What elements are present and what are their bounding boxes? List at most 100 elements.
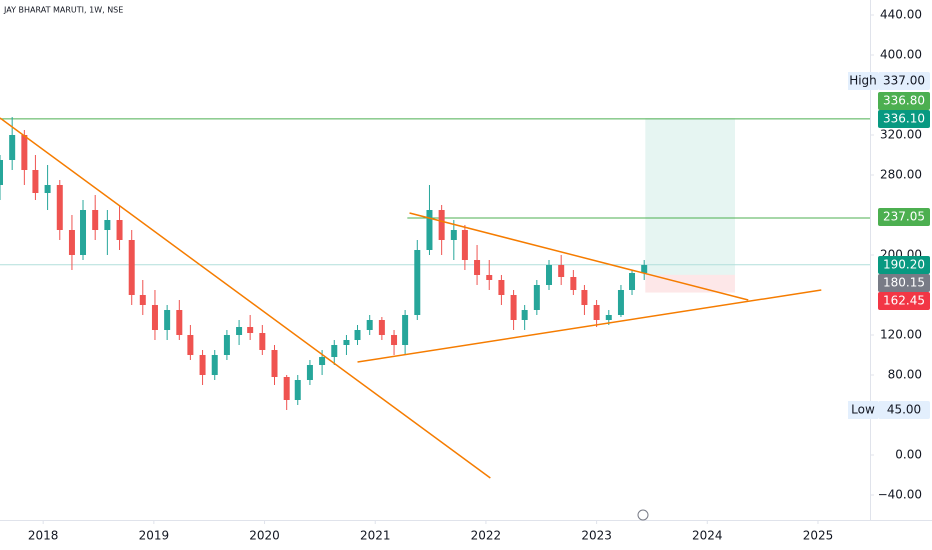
x-tick-label: 2021	[360, 529, 391, 543]
profit-zone	[645, 118, 735, 275]
badge-caption: Low	[851, 403, 875, 417]
candle-body	[474, 260, 481, 275]
candle-body	[187, 335, 194, 355]
candle-body	[498, 280, 505, 295]
candle-body	[378, 320, 385, 335]
candle-body	[0, 160, 3, 185]
candle-body	[629, 273, 636, 290]
candle-body	[116, 220, 123, 240]
candle-body	[593, 305, 600, 320]
candle-body	[294, 380, 301, 400]
candle-body	[271, 350, 278, 377]
price-badge-label: 336.80	[883, 94, 925, 108]
x-tick-label: 2024	[692, 529, 723, 543]
badge-caption-bg	[848, 72, 878, 90]
candle-body	[570, 277, 577, 290]
candle-body	[558, 265, 565, 277]
trendline	[357, 289, 822, 363]
candle-body	[151, 305, 158, 330]
x-tick-label: 2018	[28, 529, 59, 543]
trendline	[0, 117, 491, 479]
candle-body	[32, 170, 39, 193]
candle-body	[319, 357, 326, 365]
y-tick-label: 80.00	[888, 368, 922, 382]
candle-body	[176, 310, 183, 335]
candle-body	[510, 295, 517, 320]
candle-body	[223, 335, 230, 355]
x-tick-label: 2025	[803, 529, 834, 543]
candle-body	[21, 135, 28, 170]
candle-body	[605, 315, 612, 320]
time-axis	[0, 521, 932, 550]
candle-body	[259, 333, 266, 350]
price-badge	[878, 92, 930, 110]
candle-body	[402, 315, 409, 345]
y-tick-label: 280.00	[880, 168, 922, 182]
candle-body	[450, 230, 457, 240]
price-badge	[878, 274, 930, 292]
price-badge	[878, 208, 930, 226]
candle-body	[581, 290, 588, 305]
badge-caption: High	[849, 74, 877, 88]
price-badge	[878, 401, 930, 419]
logo-icon[interactable]	[637, 509, 649, 521]
candle-body	[533, 285, 540, 310]
candle-body	[164, 310, 171, 330]
y-tick-label: −40.00	[878, 488, 922, 502]
candle-body	[56, 185, 63, 230]
candle-body	[128, 240, 135, 295]
price-badge-label: 336.10	[883, 112, 925, 126]
x-tick-label: 2022	[471, 529, 502, 543]
candle-body	[343, 340, 350, 345]
candle-body	[391, 335, 398, 345]
candle-body	[68, 230, 75, 255]
y-tick-label: 0.00	[895, 448, 922, 462]
price-badge-label: 190.20	[883, 258, 925, 272]
price-badge-label: 180.15	[883, 276, 925, 290]
candle-body	[521, 310, 528, 320]
candle-body	[80, 210, 87, 255]
candle-body	[9, 135, 16, 160]
badge-caption-bg	[848, 401, 878, 419]
candle-body	[461, 230, 468, 260]
trendline	[409, 212, 749, 301]
candle-body	[331, 345, 338, 357]
candle-body	[283, 377, 290, 400]
candle-body	[354, 330, 361, 340]
candle-body	[414, 250, 421, 315]
candle-body	[236, 327, 243, 335]
x-tick-label: 2023	[581, 529, 612, 543]
candle-body	[211, 355, 218, 375]
candle-body	[306, 365, 313, 380]
price-badge-label: 337.00	[883, 74, 925, 88]
price-badge	[878, 256, 930, 274]
candle-body	[546, 265, 553, 285]
candle-body	[44, 185, 51, 193]
candle-body	[139, 295, 146, 305]
chart-title: JAY BHARAT MARUTI, 1W, NSE	[3, 6, 123, 15]
candle-body	[617, 290, 624, 315]
y-tick-label: 400.00	[880, 48, 922, 62]
candle-body	[486, 275, 493, 280]
candle-body	[366, 320, 373, 330]
x-tick-label: 2020	[249, 529, 280, 543]
price-badge-label: 45.00	[887, 403, 921, 417]
candle-body	[104, 220, 111, 230]
candle-body	[438, 210, 445, 240]
price-badge	[878, 72, 930, 90]
x-tick-label: 2019	[139, 529, 170, 543]
price-badge-label: 162.45	[883, 294, 925, 308]
candle-body	[426, 210, 433, 250]
price-badge-label: 237.05	[883, 210, 925, 224]
candle-body	[247, 327, 254, 333]
y-tick-label: 440.00	[880, 8, 922, 22]
y-tick-label: 320.00	[880, 128, 922, 142]
price-badge	[878, 292, 930, 310]
candle-body	[641, 265, 648, 273]
candle-body	[92, 210, 99, 230]
y-tick-label: 120.00	[880, 328, 922, 342]
candle-body	[199, 355, 206, 375]
